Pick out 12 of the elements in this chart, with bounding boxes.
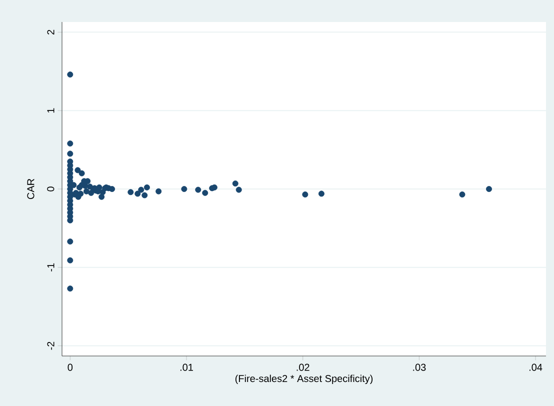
x-tick-label: .04 xyxy=(529,364,542,371)
y-axis-title: CAR xyxy=(27,178,34,200)
y-tick-label: -1 xyxy=(47,263,54,272)
y-tick-label: 2 xyxy=(47,30,54,34)
x-tick-label: .02 xyxy=(296,364,310,371)
y-tick-label: 1 xyxy=(47,108,54,113)
x-tick-label: 0 xyxy=(68,364,73,371)
y-tick-label: 0 xyxy=(47,186,54,192)
x-tick-label: .01 xyxy=(180,364,193,371)
x-tick-label: .03 xyxy=(413,364,426,371)
x-axis-title: (Fire-sales2 * Asset Specificity) xyxy=(235,374,373,384)
y-tick-label: -2 xyxy=(47,342,54,350)
